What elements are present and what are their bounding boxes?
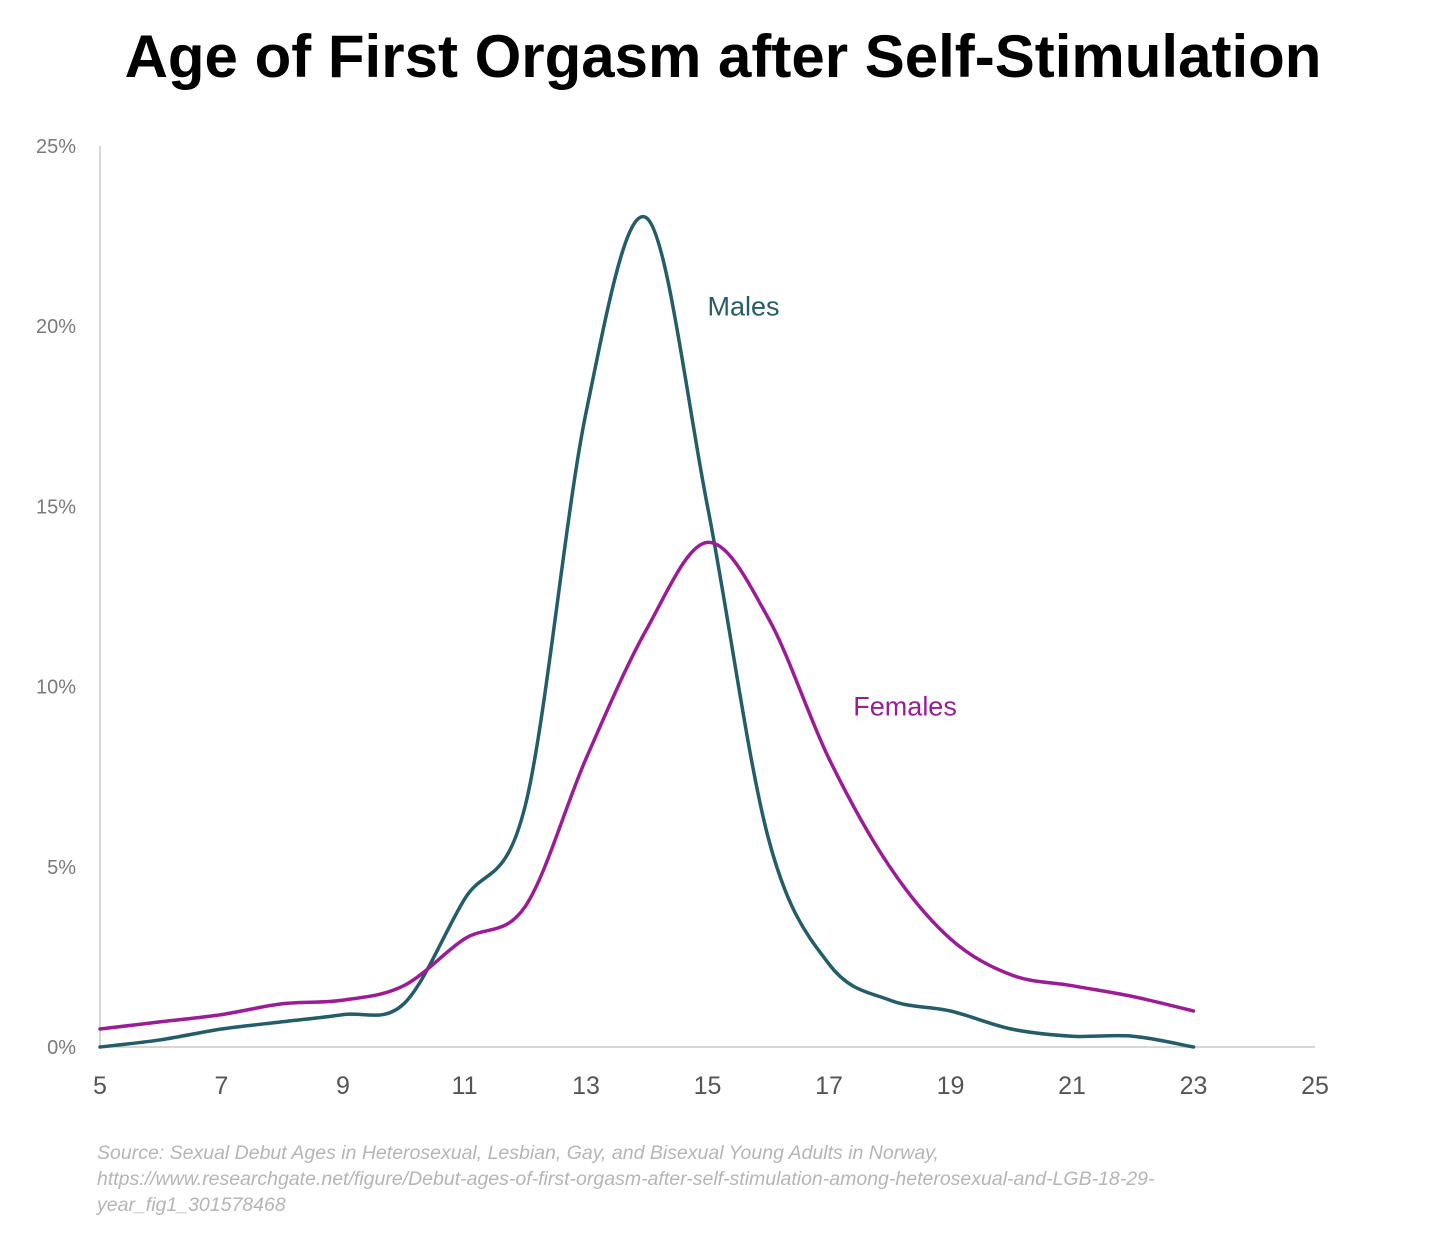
series-label-males: Males	[708, 291, 780, 321]
x-tick-label: 9	[336, 1072, 350, 1100]
y-tick-label: 20%	[36, 316, 76, 338]
chart-axes	[99, 146, 1315, 1048]
y-tick-labels: 0% 5% 10% 15% 20% 25%	[36, 136, 76, 1059]
x-tick-label: 5	[93, 1072, 107, 1100]
x-tick-labels: 5 7 9 11 13 15 17 19 21 23 25	[93, 1072, 1329, 1100]
source-note: Source: Sexual Debut Ages in Heterosexua…	[97, 1140, 1397, 1218]
y-tick-label: 25%	[36, 136, 76, 158]
y-tick-label: 10%	[36, 677, 76, 699]
x-tick-label: 23	[1180, 1072, 1208, 1100]
series-lines	[98, 214, 1196, 1049]
chart-title: Age of First Orgasm after Self-Stimulati…	[124, 23, 1322, 90]
x-tick-label: 11	[452, 1072, 478, 1100]
source-line-1: Source: Sexual Debut Ages in Heterosexua…	[97, 1142, 939, 1164]
series-label-females: Females	[853, 691, 957, 721]
x-tick-label: 15	[694, 1072, 722, 1100]
x-tick-label: 25	[1301, 1072, 1329, 1100]
y-tick-label: 15%	[36, 496, 76, 518]
series-line-males	[98, 214, 1196, 1049]
series-line-females	[98, 540, 1196, 1031]
x-tick-label: 21	[1058, 1072, 1086, 1100]
source-line-3: year_fig1_301578468	[97, 1194, 286, 1216]
x-tick-label: 13	[572, 1072, 600, 1100]
x-tick-label: 7	[215, 1072, 229, 1100]
x-tick-label: 17	[815, 1072, 843, 1100]
x-tick-label: 19	[937, 1072, 965, 1100]
series-labels: Males Females	[708, 291, 957, 721]
line-chart: 0% 5% 10% 15% 20% 25% 5 7 9 11 13 15 17 19 21 23 25 Mal…	[36, 136, 1329, 1100]
y-tick-label: 0%	[47, 1037, 76, 1059]
source-line-2: https://www.researchgate.net/figure/Debu…	[97, 1168, 1155, 1190]
y-tick-label: 5%	[47, 857, 76, 879]
